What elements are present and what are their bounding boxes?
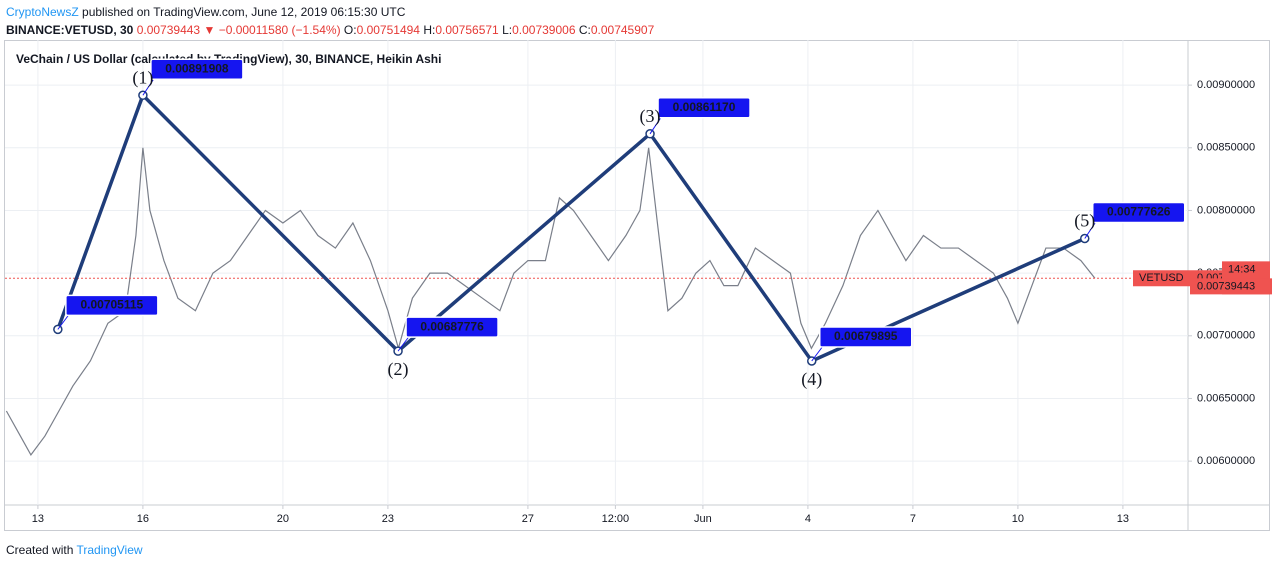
x-tick-label: 13 xyxy=(32,513,44,525)
value-label-box xyxy=(405,316,499,338)
author[interactable]: CryptoNewsZ xyxy=(6,5,79,19)
label-connector xyxy=(1084,220,1098,239)
value-label: 0.00679895 xyxy=(834,329,898,343)
wave-label: (3) xyxy=(640,106,661,127)
value-label-box xyxy=(65,294,159,317)
x-tick-label: 4 xyxy=(805,513,811,525)
chart: 0.006000000.006500000.007000000.00750000… xyxy=(4,40,1272,531)
y-tick-label: 0.00850000 xyxy=(1197,142,1255,154)
header: CryptoNewsZ published on TradingView.com… xyxy=(6,3,654,39)
x-tick-label: Jun xyxy=(694,513,712,525)
wave-label: (4) xyxy=(801,369,822,390)
arrow: ▼ xyxy=(203,23,216,37)
footer: Created with TradingView xyxy=(6,543,143,557)
value-label: 0.00687776 xyxy=(420,319,484,333)
wave-line xyxy=(56,93,1086,363)
open-label: O: xyxy=(343,23,357,37)
value-label-box xyxy=(150,58,244,81)
high: 0.00756571 xyxy=(435,23,499,37)
value-label: 0.00861170 xyxy=(673,100,736,114)
value-label-box xyxy=(657,97,751,119)
y-tick-label: 0.00700000 xyxy=(1197,330,1255,342)
value-label-box xyxy=(819,326,913,348)
countdown-time: 14:34 xyxy=(1228,263,1256,275)
high-label: H: xyxy=(423,23,436,37)
price-line xyxy=(5,147,1096,456)
wave-label: (5) xyxy=(1074,211,1095,232)
value-label-box xyxy=(1092,201,1186,224)
value-label: 0.00705115 xyxy=(80,298,143,312)
low: 0.00739006 xyxy=(512,23,576,37)
countdown-price: 0.00739443 xyxy=(1197,280,1255,292)
x-tick-label: 20 xyxy=(277,513,289,525)
y-tick-label: 0.00650000 xyxy=(1197,392,1255,404)
footer-text: Created with xyxy=(6,543,74,557)
open: 0.00751494 xyxy=(356,23,420,37)
published: published on TradingView.com, June 12, 2… xyxy=(82,5,406,19)
change: −0.00011580 (−1.54%) xyxy=(218,23,341,37)
publish-line: CryptoNewsZ published on TradingView.com… xyxy=(6,3,654,21)
x-tick-label: 7 xyxy=(910,513,916,525)
symbol-label: VETUSD xyxy=(1139,272,1184,284)
wave-label: (2) xyxy=(388,359,409,380)
x-tick-label: 12:00 xyxy=(602,513,630,525)
y-tick-label: 0.00900000 xyxy=(1197,79,1255,91)
x-tick-label: 10 xyxy=(1012,513,1024,525)
countdown-price-tag xyxy=(1190,278,1272,295)
x-tick-label: 23 xyxy=(382,513,394,525)
x-tick-label: 27 xyxy=(522,513,534,525)
value-label: 0.00777626 xyxy=(1107,205,1171,219)
close: 0.00745907 xyxy=(590,23,655,37)
x-tick-label: 13 xyxy=(1117,513,1129,525)
label-connector xyxy=(142,76,156,96)
last: 0.00739443 xyxy=(136,23,201,37)
frame xyxy=(4,40,1270,531)
brand[interactable]: TradingView xyxy=(76,543,143,557)
label-connector xyxy=(649,115,663,135)
y-tick-label: 0.00800000 xyxy=(1197,204,1255,216)
quote-line: BINANCE:VETUSD, 30 0.00739443 ▼ −0.00011… xyxy=(6,21,654,39)
value-label: 0.00891908 xyxy=(165,61,229,75)
grid: 0.006000000.006500000.007000000.00750000… xyxy=(5,40,1255,525)
close-label: C: xyxy=(578,23,591,37)
y-tick-label: 0.00600000 xyxy=(1197,455,1255,467)
annotations: VETUSD0.0074590714:340.007394430.0070511… xyxy=(57,58,1272,390)
x-tick-label: 16 xyxy=(137,513,149,525)
symbol: BINANCE:VETUSD, 30 xyxy=(6,23,134,37)
wave-label: (1) xyxy=(132,67,153,88)
low-label: L: xyxy=(502,23,513,37)
